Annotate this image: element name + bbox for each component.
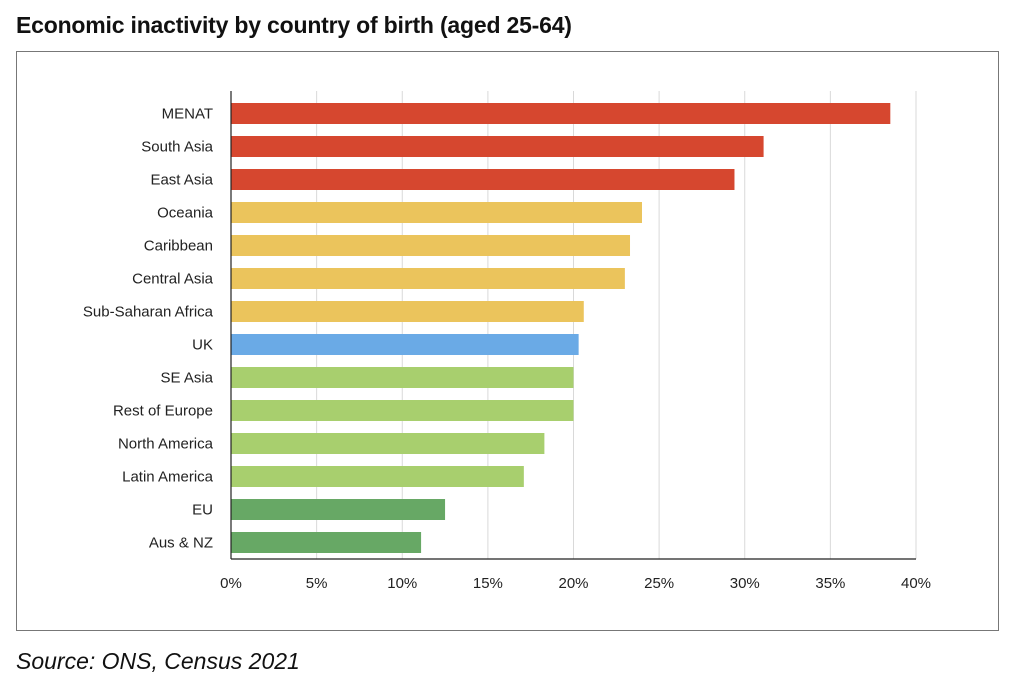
- category-label: SE Asia: [160, 370, 213, 387]
- category-label: Oceania: [157, 205, 214, 222]
- category-label: Latin America: [122, 469, 214, 486]
- x-tick-label: 5%: [306, 575, 328, 592]
- page-title: Economic inactivity by country of birth …: [16, 12, 572, 38]
- x-tick-label: 10%: [387, 575, 417, 592]
- category-label: UK: [192, 337, 213, 354]
- x-tick-label: 30%: [730, 575, 760, 592]
- bar: [231, 169, 735, 190]
- bar-chart: MENAT South Asia East Asia Oceania Caribbean…: [83, 91, 931, 592]
- bar: [231, 202, 642, 223]
- bar: [231, 499, 446, 520]
- category-label: Central Asia: [132, 271, 214, 288]
- x-tick-label: 25%: [644, 575, 674, 592]
- bar: [231, 268, 625, 289]
- x-tick-label: 0%: [220, 575, 242, 592]
- x-tick-label: 40%: [901, 575, 931, 592]
- category-label: East Asia: [150, 172, 213, 189]
- category-label: North America: [118, 436, 214, 453]
- category-label: Aus & NZ: [149, 535, 213, 552]
- category-label: Rest of Europe: [113, 403, 213, 420]
- bar: [231, 367, 574, 388]
- x-tick-label: 35%: [815, 575, 845, 592]
- category-label: Sub-Saharan Africa: [83, 304, 214, 321]
- bar: [231, 136, 764, 157]
- x-tick-label: 20%: [558, 575, 588, 592]
- bar: [231, 400, 574, 421]
- bar: [231, 103, 891, 124]
- bar: [231, 301, 584, 322]
- category-label: EU: [192, 502, 213, 519]
- bar: [231, 334, 579, 355]
- category-label: Caribbean: [144, 238, 213, 255]
- bar: [231, 532, 422, 553]
- bar: [231, 466, 524, 487]
- x-tick-label: 15%: [473, 575, 503, 592]
- category-label: South Asia: [141, 139, 213, 156]
- chart-frame: MENAT South Asia East Asia Oceania Caribbean…: [16, 51, 999, 631]
- bar: [231, 433, 545, 454]
- category-label: MENAT: [162, 106, 213, 123]
- source-note: Source: ONS, Census 2021: [16, 648, 300, 674]
- bar: [231, 235, 631, 256]
